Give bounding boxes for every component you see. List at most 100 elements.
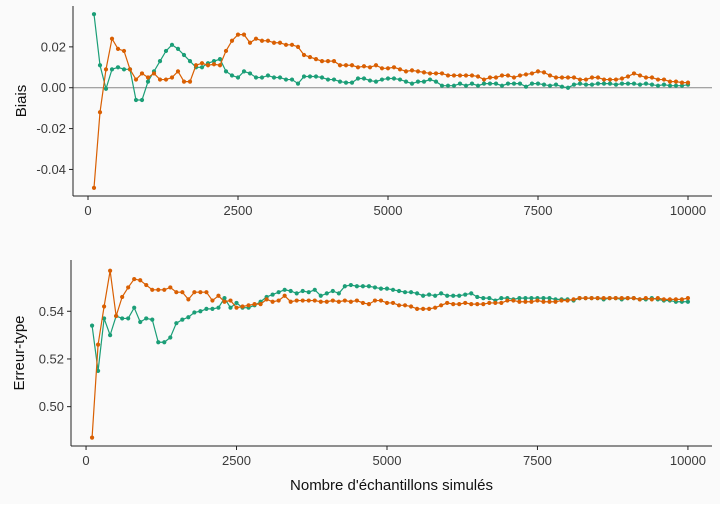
data-point-orange xyxy=(481,77,487,82)
data-point-orange xyxy=(306,298,311,303)
data-point-orange xyxy=(487,300,492,306)
data-point-orange xyxy=(433,305,438,310)
data-point-orange xyxy=(469,73,475,78)
data-point-teal xyxy=(324,291,329,296)
data-point-orange xyxy=(343,63,349,68)
data-point-teal xyxy=(115,65,121,70)
data-point-orange xyxy=(493,75,499,80)
data-point-orange xyxy=(372,298,378,303)
data-point-orange xyxy=(270,299,275,304)
series-line-teal xyxy=(93,14,689,101)
data-point-orange xyxy=(667,297,672,302)
data-point-orange xyxy=(613,296,618,301)
data-point-orange xyxy=(457,302,462,307)
data-point-teal xyxy=(463,83,469,88)
data-point-orange xyxy=(499,300,504,306)
data-point-teal xyxy=(253,75,259,80)
data-point-teal xyxy=(336,291,341,296)
data-point-orange xyxy=(649,297,654,302)
data-point-orange xyxy=(523,72,529,77)
data-point-teal xyxy=(306,290,311,295)
data-point-orange xyxy=(121,48,127,54)
data-point-teal xyxy=(451,293,456,298)
data-point-teal xyxy=(661,82,667,87)
data-point-teal xyxy=(295,81,301,86)
data-point-orange xyxy=(355,65,361,70)
data-point-teal xyxy=(445,83,451,88)
data-point-teal xyxy=(108,333,113,338)
data-point-orange xyxy=(102,304,107,309)
x-tick-label: 5000 xyxy=(373,453,402,468)
data-point-orange xyxy=(433,71,439,76)
data-point-orange xyxy=(366,302,372,307)
data-point-orange xyxy=(637,73,643,78)
data-point-teal xyxy=(445,293,450,298)
data-point-orange xyxy=(132,276,137,282)
data-point-teal xyxy=(463,292,468,297)
data-point-orange xyxy=(126,285,131,290)
data-point-orange xyxy=(685,296,691,301)
data-point-orange xyxy=(91,185,97,190)
data-point-orange xyxy=(246,303,251,308)
data-point-orange xyxy=(325,59,331,64)
data-point-orange xyxy=(330,298,335,303)
data-point-teal xyxy=(132,305,137,310)
data-point-teal xyxy=(397,77,403,82)
data-point-orange xyxy=(637,297,642,302)
data-point-teal xyxy=(361,76,367,81)
data-point-orange xyxy=(571,75,577,80)
data-point-orange xyxy=(595,296,600,301)
x-tick-label: 10000 xyxy=(670,203,706,218)
data-point-orange xyxy=(541,70,547,75)
data-point-orange xyxy=(547,299,552,304)
data-point-teal xyxy=(433,293,438,298)
data-point-teal xyxy=(150,317,155,322)
data-point-orange xyxy=(673,297,678,302)
data-point-teal xyxy=(372,285,378,290)
data-point-teal xyxy=(583,82,589,87)
data-point-orange xyxy=(511,75,517,80)
data-point-orange xyxy=(475,302,480,307)
data-point-orange xyxy=(607,296,612,301)
data-point-orange xyxy=(391,65,397,70)
data-point-orange xyxy=(211,62,217,67)
data-point-teal xyxy=(187,59,193,64)
data-point-orange xyxy=(133,77,139,82)
data-point-teal xyxy=(283,77,289,82)
data-point-orange xyxy=(349,63,355,68)
x-tick-label: 7500 xyxy=(524,203,553,218)
data-point-teal xyxy=(541,82,547,87)
data-point-teal xyxy=(487,296,492,301)
data-point-orange xyxy=(661,77,667,82)
data-point-teal xyxy=(216,305,221,310)
data-point-orange xyxy=(348,299,353,304)
data-point-orange xyxy=(247,40,253,45)
data-point-orange xyxy=(288,299,293,304)
data-point-orange xyxy=(553,75,559,80)
data-point-teal xyxy=(276,290,281,295)
data-point-teal xyxy=(97,63,103,68)
data-point-teal xyxy=(408,290,414,295)
data-point-teal xyxy=(174,321,179,326)
data-point-teal xyxy=(414,291,420,296)
data-point-orange xyxy=(264,297,269,302)
data-point-orange xyxy=(307,54,313,60)
data-point-orange xyxy=(283,42,289,47)
data-point-teal xyxy=(91,12,97,17)
data-point-orange xyxy=(115,46,121,52)
data-point-teal xyxy=(103,86,109,91)
data-point-orange xyxy=(373,63,379,68)
data-point-teal xyxy=(318,293,323,298)
data-point-orange xyxy=(103,67,109,72)
data-point-orange xyxy=(163,77,169,82)
data-point-teal xyxy=(433,79,439,84)
data-point-teal xyxy=(192,310,197,315)
data-point-orange xyxy=(319,59,325,64)
data-point-teal xyxy=(511,81,517,86)
data-point-orange xyxy=(445,73,451,78)
data-point-teal xyxy=(631,81,637,86)
data-point-teal xyxy=(300,288,305,294)
data-point-teal xyxy=(378,286,384,291)
y-tick-label: 0.50 xyxy=(39,399,64,414)
